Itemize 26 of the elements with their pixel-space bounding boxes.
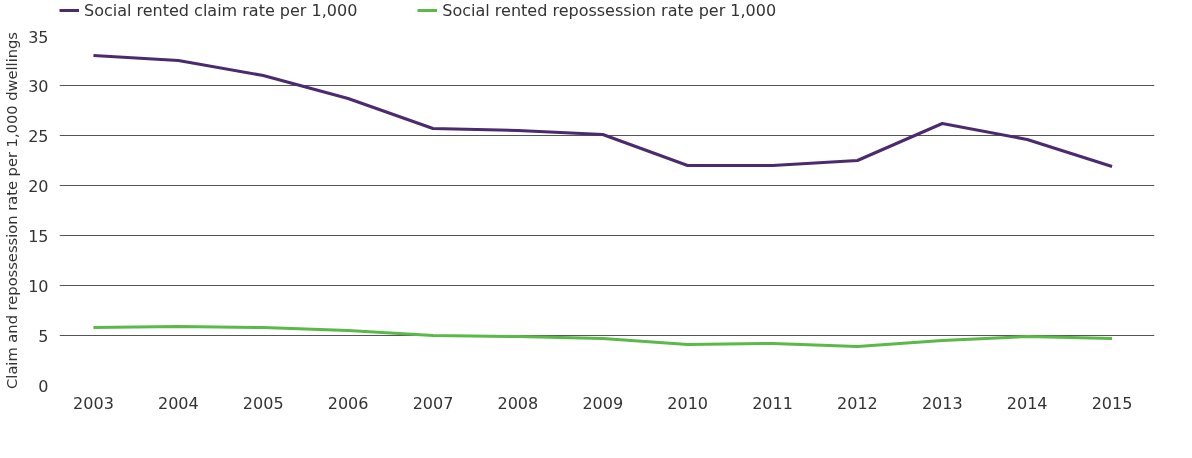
x-tick-label: 2004 <box>157 393 199 413</box>
legend-label: Social rented claim rate per 1,000 <box>84 0 358 20</box>
x-tick-label: 2006 <box>327 393 369 413</box>
line-series <box>91 325 1114 348</box>
x-tick-label: 2012 <box>837 393 878 413</box>
x-tick-label: 2013 <box>921 393 963 413</box>
y-tick-label: 5 <box>38 326 49 346</box>
x-tick-label: 2015 <box>1091 393 1133 413</box>
x-tick-label: 2010 <box>667 393 708 413</box>
line-series <box>91 54 1114 168</box>
y-axis-title: Claim and repossession rate per 1,000 dwellings <box>3 32 21 389</box>
x-tick-label: 2009 <box>582 393 624 413</box>
legend-label: Social rented repossession rate per 1,000 <box>442 0 777 20</box>
x-tick-label: 2005 <box>242 393 284 413</box>
y-tick-label: 25 <box>28 126 49 146</box>
x-tick-label: 2003 <box>73 393 114 413</box>
x-tick-label: 2014 <box>1006 393 1048 413</box>
x-tick-label: 2007 <box>412 393 454 413</box>
y-tick-label: 20 <box>28 176 49 196</box>
y-tick-label: 0 <box>38 376 49 396</box>
y-tick-label: 15 <box>28 226 49 246</box>
y-tick-label: 10 <box>28 276 49 296</box>
y-tick-label: 30 <box>28 76 49 96</box>
y-tick-label: 35 <box>28 27 49 47</box>
x-tick-label: 2011 <box>752 393 793 413</box>
x-tick-label: 2008 <box>497 393 539 413</box>
